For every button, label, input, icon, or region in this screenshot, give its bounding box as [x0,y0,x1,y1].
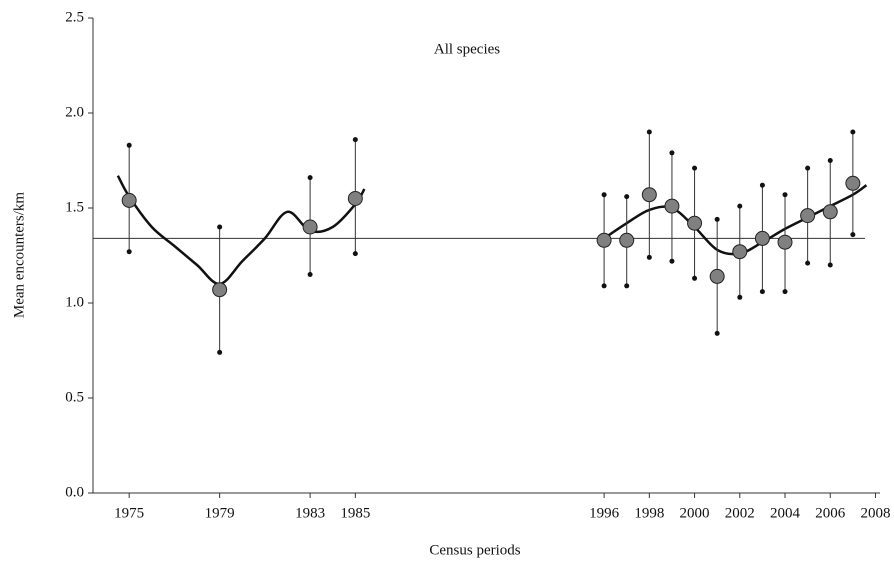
error-cap [352,251,358,257]
x-axis-label: Census periods [429,542,520,558]
error-cap [307,175,313,181]
point [822,204,838,220]
error-cap [782,192,788,198]
error-cap [850,129,856,135]
point [596,232,612,248]
error-cap [805,165,811,171]
error-cap [827,262,833,268]
error-cap [624,283,630,289]
error-cap [669,258,675,264]
fit-curve [116,175,868,286]
error-cap [759,182,765,188]
point [641,187,657,203]
error-cap [805,260,811,266]
error-cap [759,289,765,295]
error-cap [601,283,607,289]
error-cap [692,275,698,281]
error-cap [352,137,358,143]
error-cap [737,294,743,300]
y-tick-label: 0.5 [65,389,84,405]
error-cap [669,150,675,156]
error-cap [307,272,313,277]
x-tick-label: 1985 [340,505,370,521]
x-tick-label: 2004 [770,505,801,521]
point [800,208,816,224]
y-tick-label: 1.0 [65,294,84,310]
error-cap [692,165,698,171]
point [845,175,861,191]
point [777,234,793,250]
y-tick-label: 0.0 [65,484,84,500]
y-tick-label: 2.5 [65,9,84,25]
error-cap [714,216,720,222]
x-tick-label: 1998 [634,505,664,521]
point [347,191,363,206]
x-tick-label: 2008 [860,505,890,521]
point [212,282,228,298]
error-cap [646,254,652,260]
point [121,192,137,208]
x-tick-label: 2006 [815,505,846,521]
error-cap [217,224,223,230]
x-tick-label: 1975 [114,505,144,521]
error-cap [217,349,223,355]
chart-title: All species [434,41,500,57]
error-cap [601,192,607,198]
error-cap [782,289,788,295]
x-tick-label: 2002 [725,505,755,521]
x-tick-label: 2000 [680,505,710,521]
error-cap [714,330,720,336]
point [754,230,770,246]
point [709,268,725,284]
error-cap [126,249,132,255]
error-cap [126,142,132,148]
point [687,215,703,231]
point [664,198,680,214]
point [732,244,748,260]
error-cap [737,203,743,209]
error-cap [850,232,856,238]
point [302,219,318,235]
x-tick-label: 1996 [589,505,620,521]
x-tick-label: 1983 [295,505,325,521]
error-cap [827,158,833,163]
y-tick-label: 2.0 [65,104,84,120]
x-tick-label: 1979 [205,505,235,521]
error-cap [646,129,652,135]
y-axis-label: Mean encounters/km [11,192,27,319]
point [619,232,635,248]
error-cap [624,194,630,200]
y-tick-label: 1.5 [65,199,84,215]
